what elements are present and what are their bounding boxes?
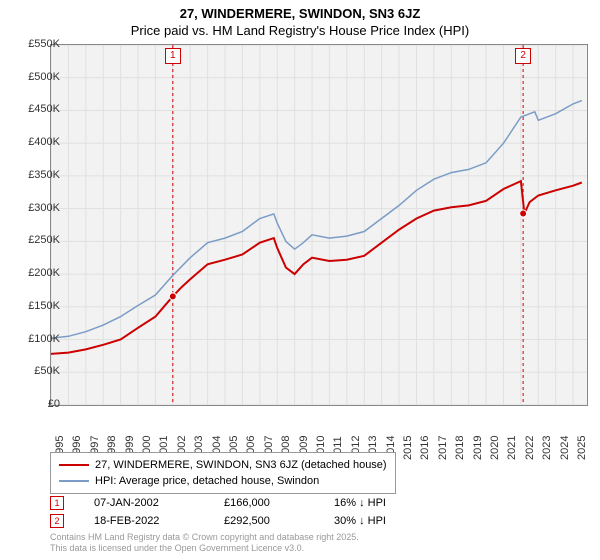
sale-marker-1: 1 (165, 48, 181, 64)
sale-marker-2: 2 (515, 48, 531, 64)
y-axis-label: £200K (10, 267, 60, 279)
y-axis-label: £550K (10, 38, 60, 50)
y-axis-label: £300K (10, 202, 60, 214)
y-axis-label: £0 (10, 398, 60, 410)
sale-row: 2 18-FEB-2022 £292,500 30% ↓ HPI (50, 512, 414, 530)
attribution-line2: This data is licensed under the Open Gov… (50, 543, 359, 554)
legend-swatch (59, 464, 89, 466)
sale-marker-icon: 1 (50, 496, 64, 510)
sale-price: £166,000 (224, 497, 304, 509)
legend-item: HPI: Average price, detached house, Swin… (59, 473, 387, 489)
x-axis-label: 2015 (402, 420, 414, 460)
y-axis-label: £500K (10, 71, 60, 83)
y-axis-label: £50K (10, 365, 60, 377)
y-axis-label: £150K (10, 300, 60, 312)
x-axis-label: 2017 (437, 420, 449, 460)
y-axis-label: £450K (10, 103, 60, 115)
sale-marker-icon: 2 (50, 514, 64, 528)
sale-date: 07-JAN-2002 (94, 497, 194, 509)
chart-container: 27, WINDERMERE, SWINDON, SN3 6JZ Price p… (0, 0, 600, 560)
legend-label: 27, WINDERMERE, SWINDON, SN3 6JZ (detach… (95, 459, 387, 471)
y-axis-label: £250K (10, 234, 60, 246)
sale-diff: 30% ↓ HPI (334, 515, 414, 527)
chart-plot-area (50, 44, 588, 406)
x-axis-label: 2020 (489, 420, 501, 460)
chart-subtitle: Price paid vs. HM Land Registry's House … (0, 23, 600, 42)
x-axis-label: 2023 (541, 420, 553, 460)
legend-item: 27, WINDERMERE, SWINDON, SN3 6JZ (detach… (59, 457, 387, 473)
x-axis-label: 2021 (506, 420, 518, 460)
x-axis-label: 2018 (454, 420, 466, 460)
attribution: Contains HM Land Registry data © Crown c… (50, 532, 359, 554)
y-axis-label: £400K (10, 136, 60, 148)
x-axis-label: 2016 (419, 420, 431, 460)
x-axis-label: 2019 (472, 420, 484, 460)
legend-label: HPI: Average price, detached house, Swin… (95, 475, 319, 487)
y-axis-label: £100K (10, 333, 60, 345)
attribution-line1: Contains HM Land Registry data © Crown c… (50, 532, 359, 543)
x-axis-label: 2022 (524, 420, 536, 460)
chart-title: 27, WINDERMERE, SWINDON, SN3 6JZ (0, 0, 600, 23)
y-axis-label: £350K (10, 169, 60, 181)
sale-row: 1 07-JAN-2002 £166,000 16% ↓ HPI (50, 494, 414, 512)
sale-price: £292,500 (224, 515, 304, 527)
sale-diff: 16% ↓ HPI (334, 497, 414, 509)
sale-date: 18-FEB-2022 (94, 515, 194, 527)
sales-table: 1 07-JAN-2002 £166,000 16% ↓ HPI 2 18-FEB-202… (50, 494, 414, 530)
chart-svg (51, 45, 587, 405)
x-axis-label: 2024 (559, 420, 571, 460)
legend-swatch (59, 480, 89, 482)
legend: 27, WINDERMERE, SWINDON, SN3 6JZ (detach… (50, 452, 396, 494)
x-axis-label: 2025 (576, 420, 588, 460)
